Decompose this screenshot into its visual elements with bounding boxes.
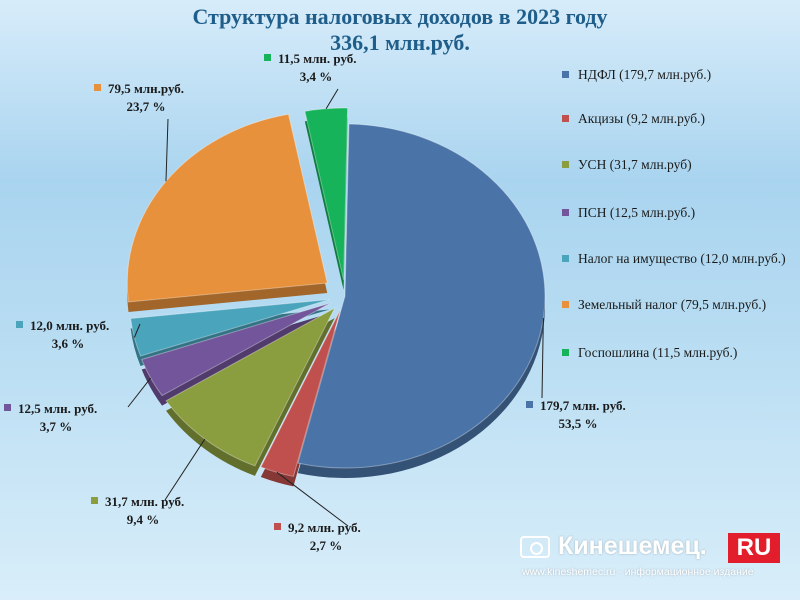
data-label-percent-usn: 9,4 % — [127, 512, 160, 527]
legend-swatch — [562, 255, 569, 262]
data-label-swatch-excise — [274, 523, 281, 530]
data-label-value-land-tax: 79,5 млн.руб. — [108, 81, 184, 96]
legend-swatch — [562, 71, 569, 78]
data-label-percent-state-duty: 3,4 % — [300, 69, 333, 84]
site-name: Кинешемец. — [558, 532, 707, 560]
data-label-value-psn: 12,5 млн. руб. — [18, 401, 97, 416]
leader-line-usn — [164, 438, 206, 501]
chart-subtitle: 336,1 млн.руб. — [330, 30, 470, 55]
data-label-value-ndfl: 179,7 млн. руб. — [540, 398, 626, 413]
legend-swatch — [562, 161, 569, 168]
camera-icon — [520, 536, 550, 558]
data-label-percent-psn: 3,7 % — [40, 419, 73, 434]
data-label-percent-excise: 2,7 % — [310, 538, 343, 553]
data-label-percent-ndfl: 53,5 % — [559, 416, 598, 431]
legend-label: Госпошлина (11,5 млн.руб.) — [578, 345, 738, 360]
leader-line-state-duty — [325, 88, 339, 109]
legend-label: Налог на имущество (12,0 млн.руб.) — [578, 251, 786, 266]
legend-swatch — [562, 349, 569, 356]
data-label-value-property-tax: 12,0 млн. руб. — [30, 318, 109, 333]
leader-line-psn — [127, 377, 152, 408]
pie-slice-usn — [165, 306, 336, 467]
pie-slice-state-duty — [304, 107, 349, 281]
data-label-swatch-psn — [4, 404, 11, 411]
legend-label: НДФЛ (179,7 млн.руб.) — [578, 67, 712, 82]
legend-label: Земельный налог (79,5 млн.руб.) — [578, 297, 767, 312]
legend-swatch — [562, 209, 569, 216]
data-label-swatch-ndfl — [526, 401, 533, 408]
data-label-swatch-usn — [91, 497, 98, 504]
site-caption: www.kineshemec.ru - информационное издан… — [522, 566, 754, 578]
legend-swatch — [562, 301, 569, 308]
pie-slice-depth-psn — [141, 312, 331, 406]
chart-title: Структура налоговых доходов в 2023 году — [192, 4, 608, 29]
legend-label: Акцизы (9,2 млн.руб.) — [578, 111, 706, 126]
data-label-value-state-duty: 11,5 млн. руб. — [278, 51, 357, 66]
leader-line-land-tax — [165, 118, 169, 182]
site-tld-badge: RU — [728, 533, 780, 563]
legend-label: ПСН (12,5 млн.руб.) — [578, 205, 696, 220]
pie-slice-ndfl — [297, 123, 546, 469]
pie-slice-land-tax — [126, 113, 328, 303]
data-label-swatch-state-duty — [264, 54, 271, 61]
data-label-swatch-property-tax — [16, 321, 23, 328]
data-label-swatch-land-tax — [94, 84, 101, 91]
pie-slice-psn — [141, 302, 331, 397]
data-label-percent-property-tax: 3,6 % — [52, 336, 85, 351]
data-label-value-excise: 9,2 млн. руб. — [288, 520, 361, 535]
legend-swatch — [562, 115, 569, 122]
leader-line-excise — [276, 471, 349, 527]
data-label-value-usn: 31,7 млн. руб. — [105, 494, 184, 509]
data-label-percent-land-tax: 23,7 % — [127, 99, 166, 114]
leader-line-ndfl — [541, 318, 544, 399]
legend-label: УСН (31,7 млн.руб) — [578, 157, 692, 172]
leader-line-property-tax — [133, 323, 141, 338]
